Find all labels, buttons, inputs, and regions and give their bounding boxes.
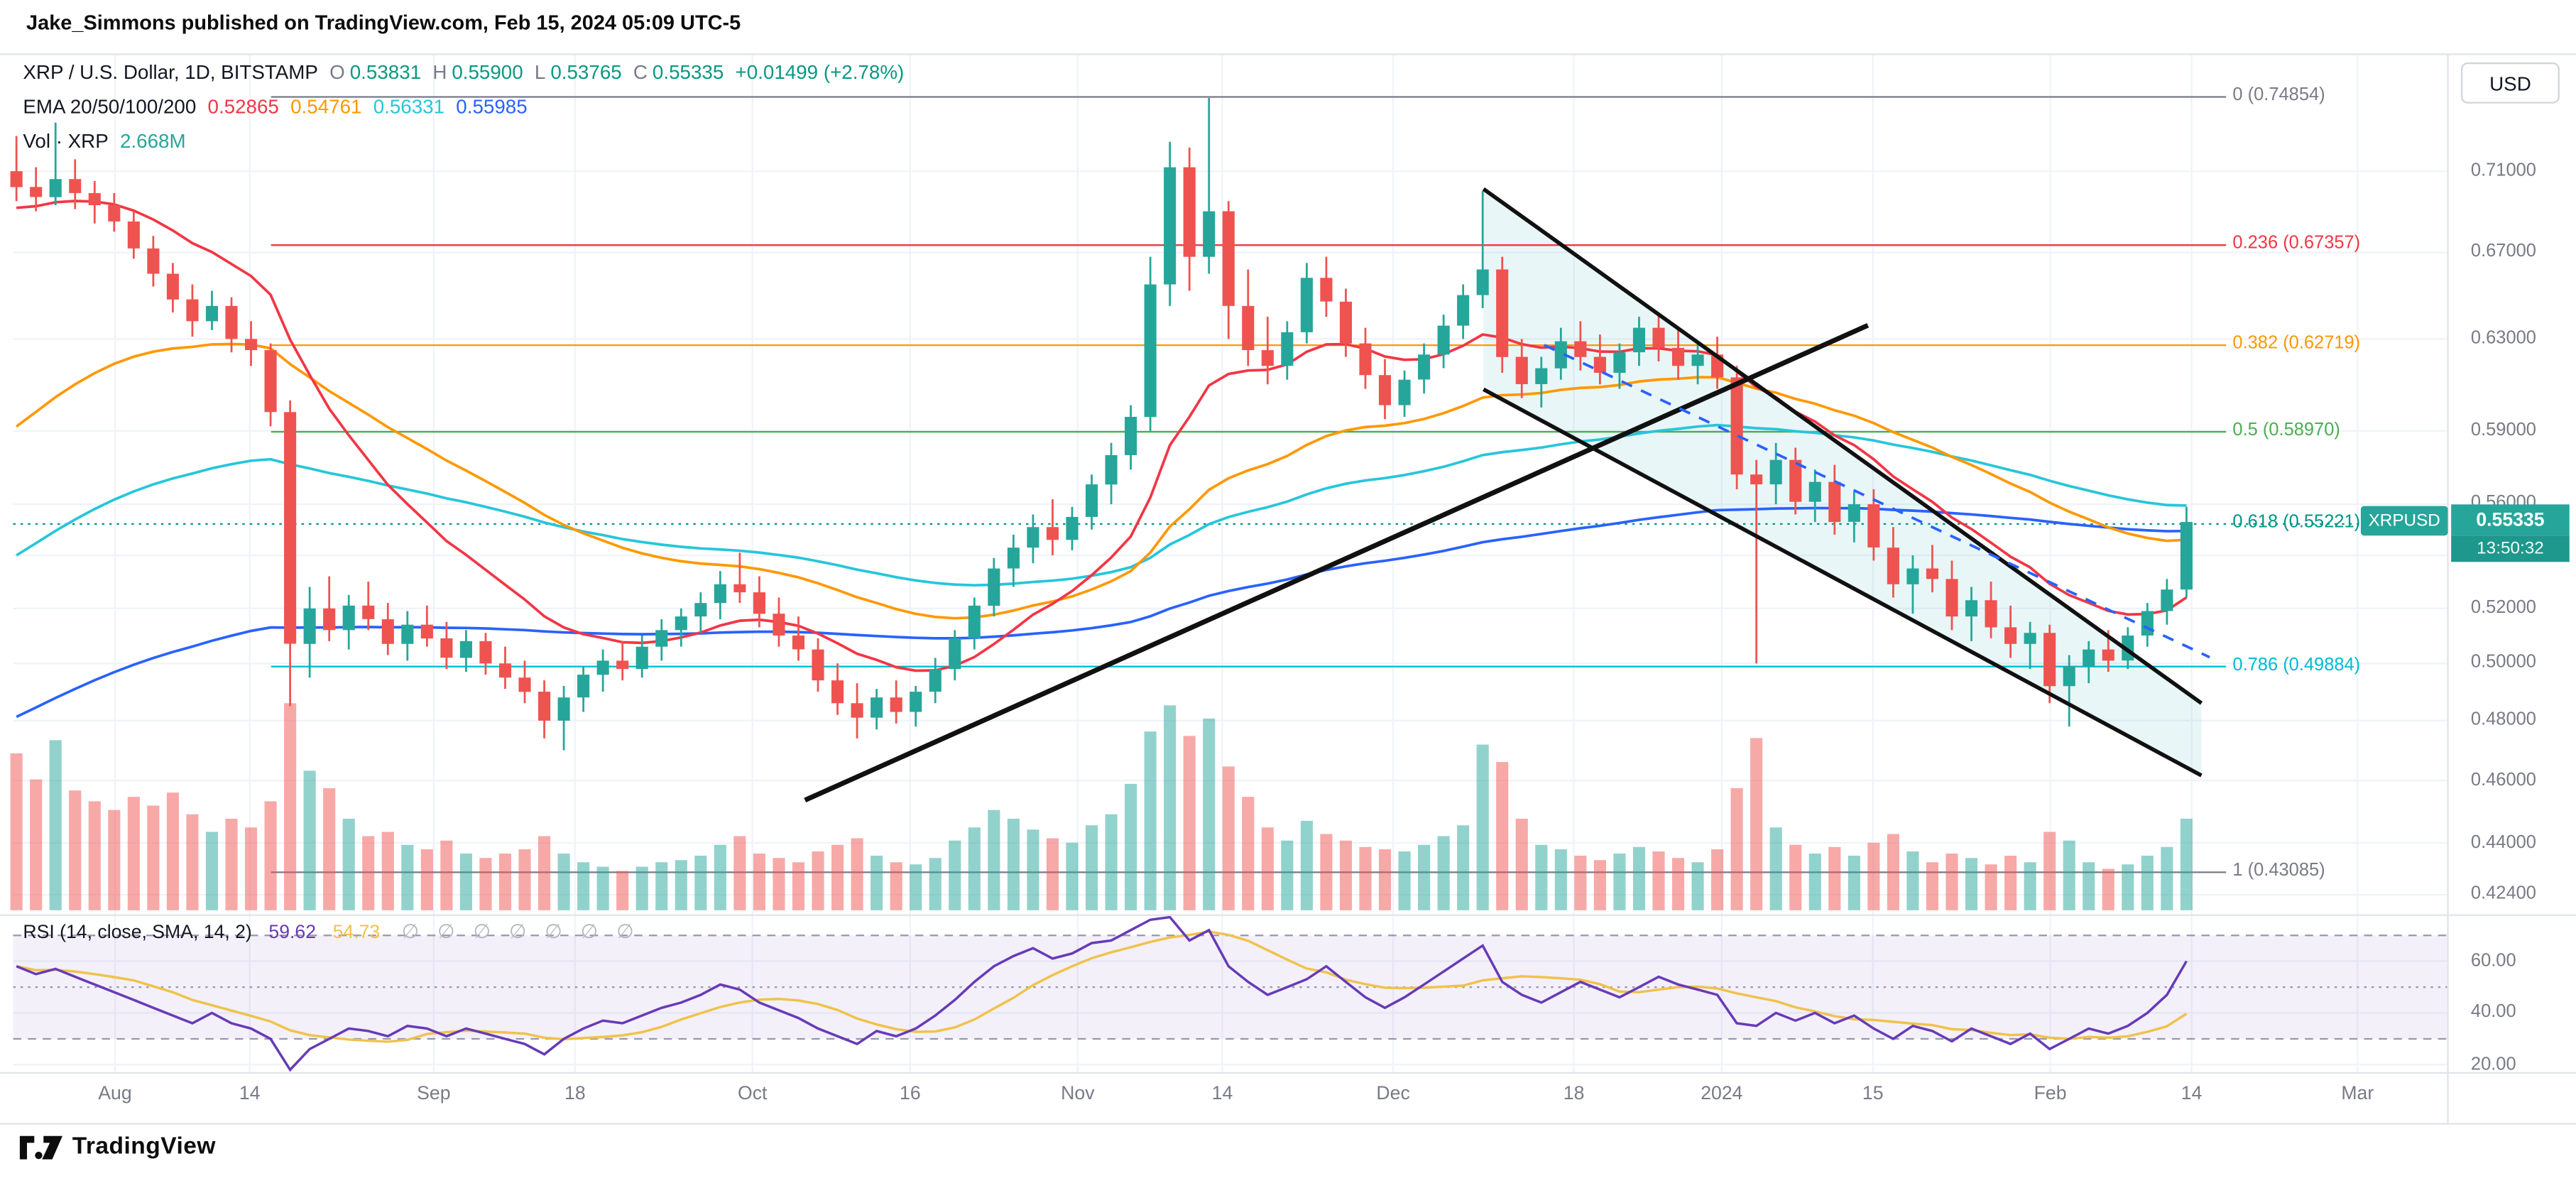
ohlc-key: L — [534, 60, 546, 85]
rsi-ma-value: 54.73 — [332, 923, 381, 944]
time-axis-tick: Mar — [2341, 1084, 2374, 1104]
tradingview-logo[interactable]: TradingView — [19, 1133, 216, 1160]
rsi-axis-label: 20.00 — [2470, 1054, 2516, 1074]
time-axis[interactable]: Aug 14 Sep 18 Oct 16 Nov 14 Dec 18 2024 15 Feb 14 Mar — [0, 1077, 2576, 1119]
time-axis-tick: Feb — [2034, 1084, 2067, 1104]
time-axis-tick: Nov — [1061, 1084, 1095, 1104]
tradingview-logo-text: TradingView — [72, 1133, 216, 1160]
rsi-axis-label: 60.00 — [2470, 950, 2516, 971]
bar-countdown-label: 13:50:32 — [2451, 535, 2570, 562]
rsi-hidden-values: ∅ ∅ ∅ ∅ ∅ ∅ ∅ — [401, 920, 640, 944]
currency-toggle-button[interactable]: USD — [2461, 62, 2560, 104]
ema-values: 0.52865 0.54761 0.56331 0.55985 — [196, 95, 528, 119]
current-price-label: 0.55335 — [2451, 504, 2570, 536]
ema-value: 0.56331 — [373, 95, 445, 119]
time-axis-tick: 14 — [239, 1084, 261, 1104]
time-axis-tick: Oct — [738, 1084, 768, 1104]
time-axis-tick: 18 — [1563, 1084, 1585, 1104]
ema-legend-row: EMA 20/50/100/200 0.52865 0.54761 0.56331 0.… — [23, 95, 527, 118]
time-axis-tick: 2024 — [1701, 1084, 1743, 1104]
time-axis-tick: 18 — [564, 1084, 586, 1104]
price-axis-label: 0.46000 — [2470, 770, 2536, 790]
price-axis-label: 0.63000 — [2470, 328, 2536, 349]
ohlc-values: O 0.53831 H 0.55900 L 0.53765 C 0.55335 — [318, 61, 724, 84]
time-axis-tick: 16 — [900, 1084, 921, 1104]
time-axis-tick: Sep — [417, 1084, 451, 1104]
ohlc-key: C — [633, 60, 648, 85]
price-axis-label: 0.71000 — [2470, 160, 2536, 180]
time-axis-tick: Aug — [98, 1084, 132, 1104]
price-axis-label: 0.67000 — [2470, 241, 2536, 262]
volume-value: 2.668M — [119, 129, 186, 153]
rsi-axis-label: 40.00 — [2470, 1002, 2516, 1023]
rsi-label[interactable]: RSI (14, close, SMA, 14, 2) — [23, 923, 252, 944]
ohlc-value: 0.53831 — [349, 60, 422, 85]
current-symbol-flag: XRPUSD — [2360, 506, 2448, 536]
time-axis-tick: Dec — [1376, 1084, 1410, 1104]
rsi-legend-row: RSI (14, close, SMA, 14, 2) 59.62 54.73 … — [23, 920, 640, 943]
price-axis-label: 0.59000 — [2470, 420, 2536, 440]
ema-label[interactable]: EMA 20/50/100/200 — [23, 95, 197, 119]
rsi-value: 59.62 — [268, 923, 317, 944]
ema-value: 0.54761 — [290, 95, 362, 119]
ema-value: 0.55985 — [456, 95, 528, 119]
ohlc-value: 0.53765 — [550, 60, 622, 85]
volume-legend-row: Vol · XRP 2.668M — [23, 130, 185, 153]
ohlc-value: 0.55900 — [452, 60, 523, 85]
ema-value: 0.52865 — [207, 95, 279, 119]
symbol-title[interactable]: XRP / U.S. Dollar, 1D, BITSTAMP — [23, 60, 318, 85]
ohlc-value: 0.55335 — [652, 60, 724, 85]
price-axis-label: 0.50000 — [2470, 653, 2536, 673]
price-axis-label: 0.44000 — [2470, 832, 2536, 852]
time-axis-tick: 15 — [1862, 1084, 1884, 1104]
change-value: +0.01499 (+2.78%) — [735, 60, 905, 85]
ohlc-key: O — [329, 60, 345, 85]
tradingview-logo-icon — [19, 1135, 62, 1159]
ohlc-key: H — [432, 60, 447, 85]
time-axis-tick: 14 — [2181, 1084, 2203, 1104]
symbol-legend-row: XRP / U.S. Dollar, 1D, BITSTAMP O 0.53831 H… — [23, 61, 904, 84]
published-header: Jake_Simmons published on TradingView.co… — [26, 11, 741, 35]
time-axis-tick: 14 — [1211, 1084, 1233, 1104]
price-axis-label: 0.52000 — [2470, 597, 2536, 618]
price-axis-label: 0.42400 — [2470, 884, 2536, 904]
price-axis-label: 0.48000 — [2470, 709, 2536, 730]
volume-label[interactable]: Vol · XRP — [23, 129, 109, 153]
